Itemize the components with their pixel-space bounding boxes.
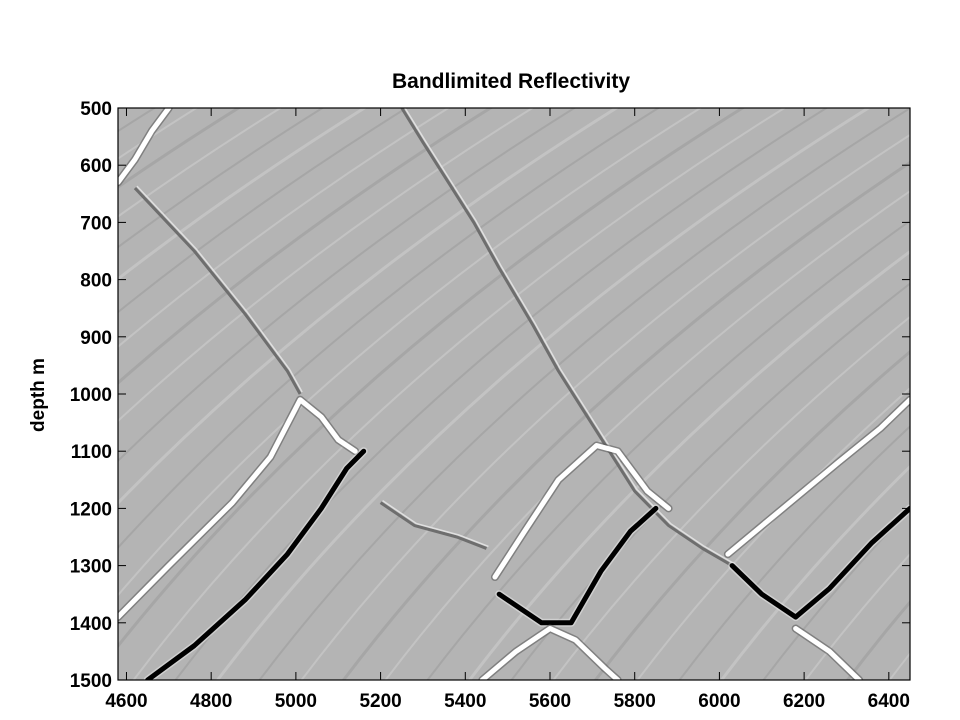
texture-layer-line (118, 108, 535, 423)
x-tick-label: 6400 (868, 691, 910, 712)
texture-layer-line (384, 189, 910, 680)
y-tick-label: 1300 (70, 557, 112, 578)
texture-layer-line (300, 133, 910, 680)
x-tick-label: 4800 (190, 691, 232, 712)
y-tick-label: 800 (80, 271, 112, 292)
y-tick-label: 1200 (70, 499, 112, 520)
texture-layer-line (593, 349, 910, 680)
texture-layer-line (118, 108, 451, 349)
fault-highlight (136, 185, 303, 393)
positive-reflector (492, 442, 672, 580)
y-tick-label: 1000 (70, 385, 112, 406)
x-tick-label: 5200 (359, 691, 401, 712)
texture-layer-line (118, 108, 494, 386)
fault-line (400, 108, 733, 567)
x-axis: 4600 4800 5000 5200 5400 5600 5800 6000 6200 6400 (105, 108, 910, 712)
texture-layer-line (132, 108, 787, 680)
y-tick-label: 700 (80, 213, 112, 234)
texture-layer-line (118, 108, 242, 189)
texture-layer-line (678, 425, 910, 680)
x-tick-label: 6200 (783, 691, 825, 712)
texture-layer-line (552, 315, 910, 680)
x-tick-label: 5000 (275, 691, 317, 712)
texture-layer-line (636, 386, 910, 680)
negative-reflector (729, 505, 910, 620)
positive-reflector (793, 626, 862, 680)
texture-layer-line (930, 68, 960, 720)
texture-layer-line (118, 108, 325, 249)
chart-title: Bandlimited Reflectivity (392, 70, 630, 93)
positive-reflector (118, 397, 358, 620)
texture-layer-line (118, 108, 620, 506)
texture-layer-line (118, 108, 703, 597)
y-tick-label: 500 (80, 99, 112, 120)
texture-layer-line (467, 249, 910, 680)
y-tick-label: 1500 (70, 671, 112, 692)
texture-layer-line (118, 108, 368, 281)
texture-layer-line (118, 108, 746, 649)
texture-layer-line (118, 108, 577, 463)
texture-layer-line (215, 108, 872, 680)
positive-reflector (725, 397, 910, 557)
texture-layer-line (804, 552, 910, 680)
texture-layer-line (845, 599, 910, 680)
positive-reflector (118, 108, 172, 185)
x-tick-label: 5600 (529, 691, 571, 712)
texture-layer-line (719, 464, 910, 680)
reflector-layer (118, 108, 910, 680)
fault-line (379, 501, 488, 550)
texture-layer-line (258, 108, 910, 680)
fault-line (133, 187, 302, 395)
x-tick-label: 4600 (105, 691, 147, 712)
texture-layer-line (426, 219, 910, 680)
x-tick-label: 5400 (444, 691, 486, 712)
texture-layer-line (118, 108, 409, 314)
texture-layer-line (118, 108, 199, 160)
fault-highlight (382, 500, 489, 548)
texture-layer-line (118, 108, 283, 218)
texture-layer-line (118, 108, 661, 550)
negative-reflector (145, 448, 367, 680)
x-tick-label: 5800 (614, 691, 656, 712)
plot-area (118, 68, 960, 720)
y-axis-label: depth m (28, 358, 49, 432)
y-tick-label: 1100 (71, 442, 112, 463)
y-tick-label: 900 (80, 328, 112, 349)
fault-highlight (404, 108, 735, 565)
negative-reflector (496, 505, 659, 626)
y-axis: 500 600 700 800 900 1000 1100 1200 1300 1400 1500 (70, 99, 910, 692)
x-tick-label: 6000 (698, 691, 740, 712)
positive-reflector (479, 626, 621, 680)
fault-layer (133, 108, 735, 567)
y-tick-label: 1400 (70, 614, 112, 635)
texture-layer-line (341, 160, 910, 680)
y-tick-label: 600 (80, 156, 112, 177)
